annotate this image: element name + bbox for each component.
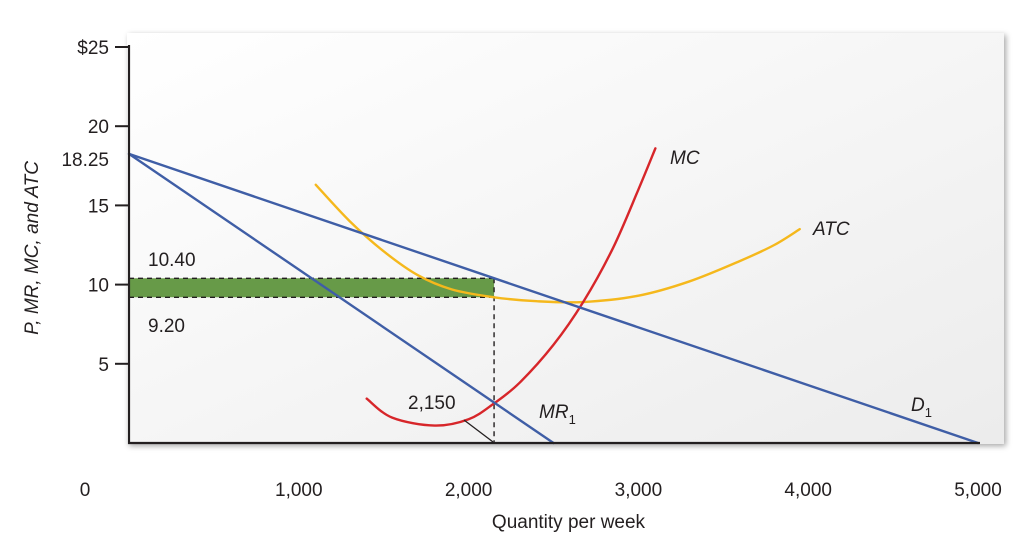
quantity-pointer-line: [463, 419, 494, 443]
series-mr-curve: [127, 152, 555, 445]
x-tick-label: 1,000: [275, 480, 323, 501]
y-tick-label: 15: [88, 196, 109, 217]
axes-layer: [115, 45, 980, 445]
series-label-mr: MR1: [539, 402, 576, 427]
y-axis-title: P, MR, MC, and ATC: [22, 161, 43, 335]
series-label-d: D1: [911, 395, 932, 420]
curves-layer: [127, 147, 980, 445]
series-atc-curve: [314, 183, 801, 304]
y-tick-label: 10: [88, 276, 109, 297]
x-tick-label: 2,000: [445, 480, 493, 501]
series-d-curve: [127, 152, 980, 445]
y-tick-label: $25: [77, 38, 109, 59]
y-tick-label: 20: [88, 117, 109, 138]
x-tick-label: 4,000: [784, 480, 832, 501]
x-tick-label: 3,000: [615, 480, 663, 501]
series-label-name: ATC: [812, 219, 850, 240]
price-value-label: 10.40: [148, 250, 196, 271]
series-label-subscript: 1: [925, 405, 932, 420]
series-label-subscript: 1: [569, 412, 576, 427]
series-label-name: MC: [670, 148, 700, 169]
quantity-value-label: 2,150: [408, 393, 456, 414]
y-tick-label: 5: [98, 355, 109, 376]
series-mc-curve: [365, 147, 657, 427]
plot-panel: [127, 33, 1004, 444]
x-origin-label: 0: [80, 480, 91, 501]
series-label-name: MR: [539, 402, 569, 423]
y-intercept-label: 18.25: [61, 150, 109, 171]
profit-rectangle: [129, 278, 495, 298]
x-tick-label: 5,000: [954, 480, 1002, 501]
atc-value-label: 9.20: [148, 316, 185, 337]
x-axis-title: Quantity per week: [492, 512, 646, 533]
labels-layer: 5 10 15 20 $25 18.25 0 1,000 2,000 3,000 4,000 5,00…: [22, 38, 1002, 533]
series-label-mc: MC: [670, 148, 700, 169]
series-label-name: D: [911, 395, 925, 416]
series-label-atc: ATC: [812, 219, 850, 240]
